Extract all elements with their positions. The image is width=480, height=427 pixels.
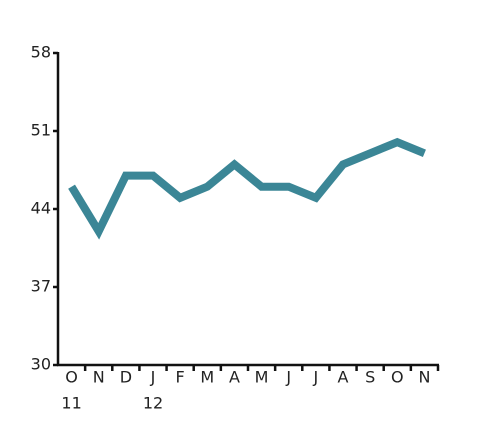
x-tick-label: S	[365, 368, 375, 387]
x-tick-label: M	[255, 368, 269, 387]
x-tick-label: M	[200, 368, 214, 387]
x-tick-label: D	[120, 368, 132, 387]
x-tick-label: J	[150, 368, 156, 387]
x-year-label: 12	[143, 394, 163, 413]
x-tick-label: N	[418, 368, 430, 387]
x-tick-label: O	[391, 368, 404, 387]
x-tick-label: A	[338, 368, 349, 387]
data-line	[68, 137, 426, 240]
y-tick-label: 51	[31, 121, 51, 140]
y-tick-label: 58	[31, 43, 51, 62]
y-tick-label: 37	[31, 277, 51, 296]
y-tick-label: 30	[31, 355, 51, 374]
y-tick-label: 44	[31, 199, 51, 218]
x-tick-label: J	[312, 368, 318, 387]
x-tick-label: A	[229, 368, 240, 387]
x-year-label: 11	[61, 394, 81, 413]
x-tick-label: F	[176, 368, 185, 387]
x-tick-label: O	[65, 368, 78, 387]
x-tick-label: J	[285, 368, 291, 387]
x-tick-label: N	[93, 368, 105, 387]
